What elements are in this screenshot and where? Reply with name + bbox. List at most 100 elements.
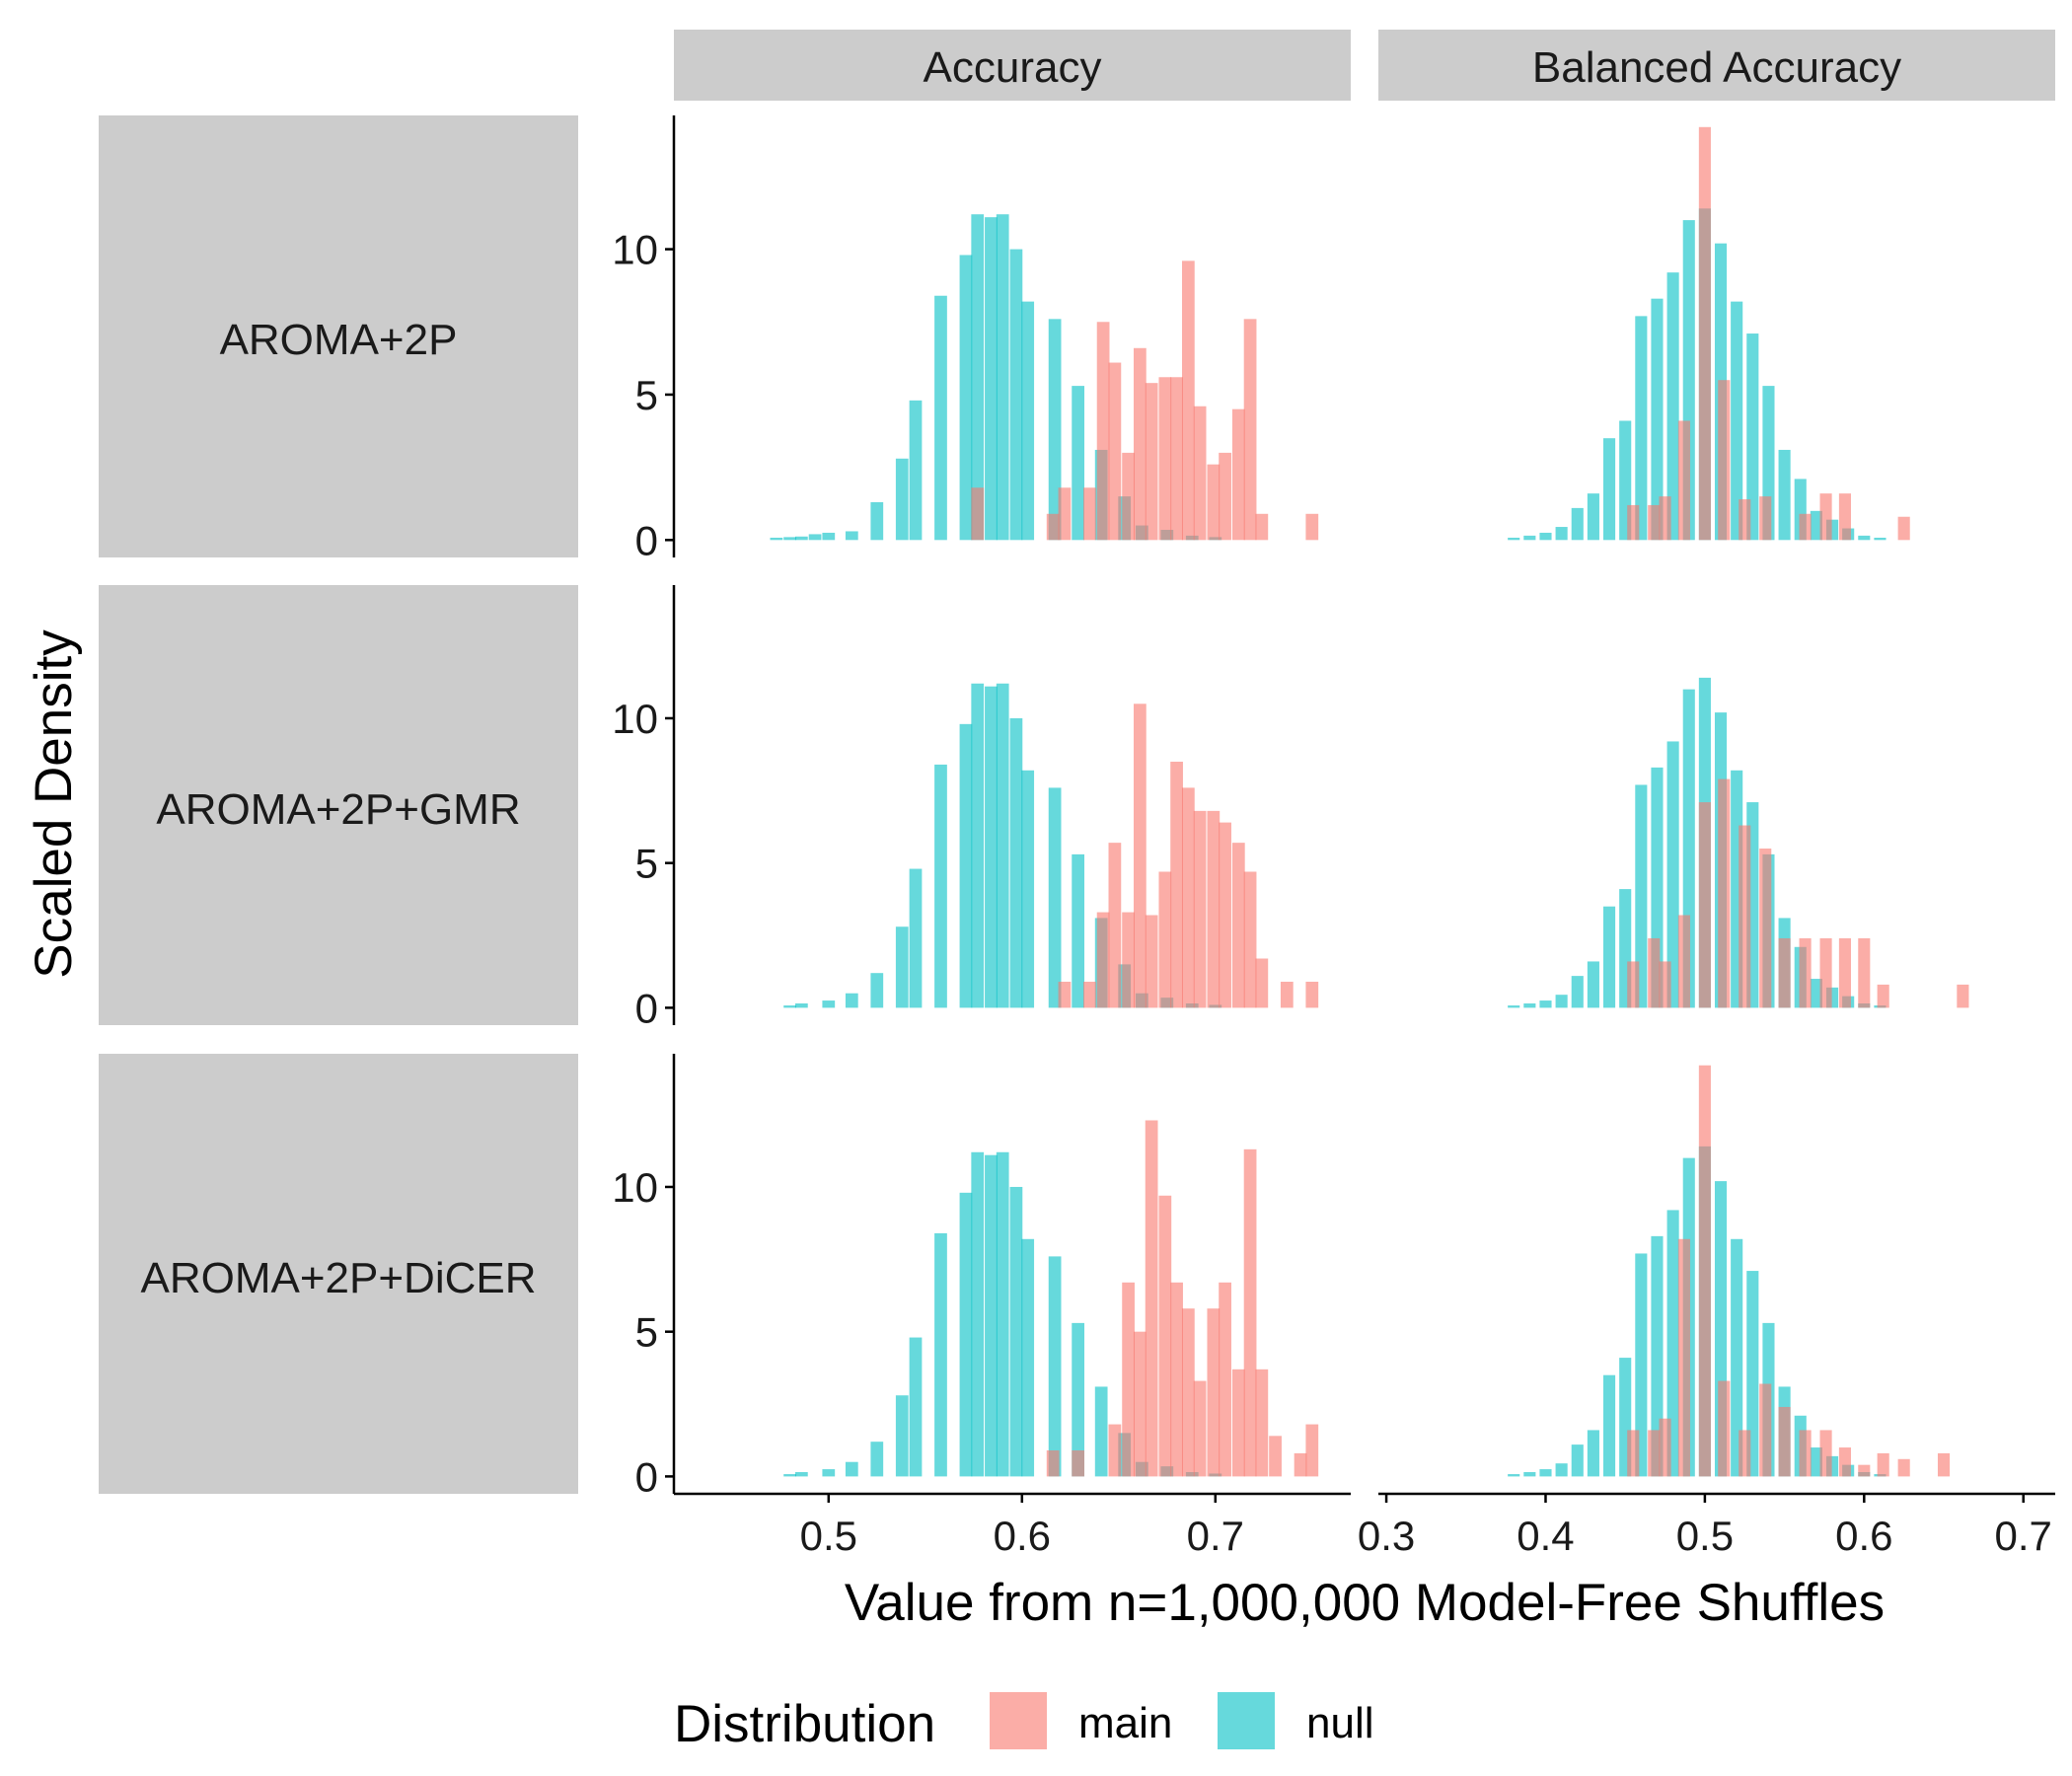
- bar-null-aroma-2p-accuracy-13: [996, 214, 1009, 541]
- bar-main-aroma-2p-gmr-accuracy-10: [1193, 810, 1207, 1008]
- bar-null-aroma-2p-dicer-balanced-accuracy-2: [1539, 1469, 1552, 1477]
- bar-main-aroma-2p-gmr-accuracy-1: [1083, 981, 1096, 1008]
- row-strip-aroma-2p-label: AROMA+2P: [220, 316, 458, 364]
- bar-null-aroma-2p-balanced-accuracy-6: [1602, 438, 1616, 541]
- bar-null-aroma-2p-accuracy-1: [783, 537, 796, 541]
- bar-null-aroma-2p-gmr-balanced-accuracy-8: [1635, 784, 1648, 1008]
- bar-main-aroma-2p-gmr-balanced-accuracy-7: [1759, 849, 1772, 1008]
- bar-null-aroma-2p-gmr-accuracy-14: [1048, 787, 1062, 1008]
- bar-null-aroma-2p-accuracy-8: [909, 400, 923, 541]
- bar-main-aroma-2p-gmr-accuracy-7: [1158, 871, 1172, 1008]
- bar-null-aroma-2p-gmr-balanced-accuracy-3: [1555, 995, 1568, 1008]
- bar-null-aroma-2p-dicer-balanced-accuracy-1: [1523, 1471, 1536, 1477]
- bar-null-aroma-2p-balanced-accuracy-0: [1508, 537, 1520, 541]
- legend-key-null: [1218, 1692, 1275, 1749]
- bar-main-aroma-2p-accuracy-12: [1193, 406, 1207, 541]
- bar-null-aroma-2p-dicer-accuracy-11: [996, 1151, 1009, 1477]
- bar-main-aroma-2p-dicer-accuracy-13: [1243, 1148, 1257, 1477]
- bar-main-aroma-2p-gmr-balanced-accuracy-4: [1698, 802, 1711, 1008]
- bar-null-aroma-2p-balanced-accuracy-10: [1666, 272, 1679, 541]
- x-tick-label-balanced-accuracy-3: 0.6: [1835, 1513, 1892, 1559]
- bar-null-aroma-2p-gmr-accuracy-11: [996, 683, 1009, 1008]
- bar-null-aroma-2p-balanced-accuracy-19: [1810, 510, 1822, 541]
- bar-main-aroma-2p-accuracy-15: [1231, 408, 1245, 541]
- bar-main-aroma-2p-dicer-balanced-accuracy-15: [1937, 1452, 1951, 1477]
- bar-main-aroma-2p-dicer-balanced-accuracy-7: [1759, 1383, 1772, 1477]
- row-strip-aroma-2p-dicer: [99, 1054, 578, 1494]
- bar-null-aroma-2p-balanced-accuracy-15: [1746, 333, 1759, 541]
- bar-null-aroma-2p-dicer-accuracy-1: [794, 1471, 808, 1477]
- bar-main-aroma-2p-dicer-accuracy-2: [1108, 1424, 1122, 1477]
- bar-main-aroma-2p-dicer-accuracy-17: [1305, 1424, 1319, 1477]
- x-tick-label-balanced-accuracy-0: 0.3: [1358, 1513, 1415, 1559]
- bar-null-aroma-2p-gmr-accuracy-4: [870, 973, 884, 1008]
- bar-main-aroma-2p-accuracy-13: [1207, 464, 1221, 541]
- bar-null-aroma-2p-accuracy-12: [985, 217, 998, 541]
- bar-null-aroma-2p-balanced-accuracy-22: [1858, 535, 1871, 541]
- bar-null-aroma-2p-gmr-balanced-accuracy-2: [1539, 1000, 1552, 1008]
- bar-null-aroma-2p-dicer-accuracy-9: [971, 1151, 985, 1477]
- bar-null-aroma-2p-gmr-balanced-accuracy-6: [1602, 906, 1616, 1008]
- bar-null-aroma-2p-dicer-accuracy-3: [845, 1461, 858, 1477]
- bar-main-aroma-2p-dicer-balanced-accuracy-14: [1897, 1458, 1910, 1477]
- bar-main-aroma-2p-dicer-balanced-accuracy-2: [1659, 1418, 1671, 1477]
- bar-main-aroma-2p-dicer-accuracy-9: [1193, 1380, 1207, 1477]
- bar-main-aroma-2p-accuracy-2: [1058, 487, 1072, 541]
- y-tick-label-aroma-2p-dicer-10: 10: [612, 1164, 658, 1211]
- bar-null-aroma-2p-gmr-accuracy-8: [959, 723, 973, 1008]
- bar-main-aroma-2p-accuracy-18: [1305, 513, 1319, 541]
- bar-main-aroma-2p-dicer-accuracy-16: [1294, 1452, 1307, 1477]
- bar-null-aroma-2p-dicer-accuracy-12: [1009, 1186, 1023, 1477]
- bar-null-aroma-2p-balanced-accuracy-9: [1651, 298, 1664, 541]
- bar-main-aroma-2p-dicer-accuracy-1: [1072, 1449, 1085, 1477]
- bar-main-aroma-2p-dicer-accuracy-15: [1269, 1436, 1282, 1477]
- bar-main-aroma-2p-gmr-accuracy-16: [1280, 981, 1294, 1008]
- bar-null-aroma-2p-dicer-balanced-accuracy-4: [1571, 1444, 1584, 1477]
- bar-main-aroma-2p-accuracy-16: [1243, 319, 1257, 541]
- bar-null-aroma-2p-gmr-balanced-accuracy-5: [1587, 961, 1599, 1008]
- bar-null-aroma-2p-gmr-accuracy-10: [985, 686, 998, 1008]
- bar-main-aroma-2p-balanced-accuracy-10: [1838, 493, 1851, 541]
- bar-main-aroma-2p-balanced-accuracy-3: [1677, 420, 1690, 541]
- bar-main-aroma-2p-accuracy-10: [1170, 377, 1183, 541]
- bar-null-aroma-2p-accuracy-10: [959, 255, 973, 541]
- bar-main-aroma-2p-dicer-accuracy-5: [1145, 1120, 1158, 1477]
- bar-main-aroma-2p-accuracy-6: [1122, 452, 1135, 541]
- bar-main-aroma-2p-dicer-balanced-accuracy-11: [1838, 1447, 1851, 1477]
- bar-main-aroma-2p-gmr-balanced-accuracy-5: [1718, 778, 1731, 1008]
- bar-main-aroma-2p-gmr-balanced-accuracy-2: [1659, 961, 1671, 1008]
- bar-main-aroma-2p-dicer-balanced-accuracy-8: [1778, 1406, 1791, 1477]
- bar-null-aroma-2p-dicer-accuracy-4: [870, 1442, 884, 1477]
- bar-null-aroma-2p-gmr-balanced-accuracy-4: [1571, 976, 1584, 1008]
- bar-null-aroma-2p-dicer-accuracy-13: [1021, 1238, 1035, 1477]
- legend-title: Distribution: [674, 1695, 935, 1753]
- bar-main-aroma-2p-accuracy-17: [1255, 513, 1269, 541]
- bar-main-aroma-2p-dicer-balanced-accuracy-10: [1819, 1430, 1832, 1477]
- column-strip-balanced-accuracy-label: Balanced Accuracy: [1532, 43, 1901, 92]
- bar-main-aroma-2p-gmr-accuracy-14: [1243, 871, 1257, 1008]
- column-strip-balanced-accuracy: [1378, 30, 2055, 101]
- bar-main-aroma-2p-gmr-balanced-accuracy-6: [1739, 825, 1751, 1008]
- bar-null-aroma-2p-dicer-accuracy-0: [783, 1474, 796, 1477]
- bar-main-aroma-2p-gmr-accuracy-2: [1096, 912, 1110, 1008]
- bar-main-aroma-2p-accuracy-9: [1158, 377, 1172, 541]
- bar-null-aroma-2p-dicer-accuracy-14: [1048, 1256, 1062, 1477]
- bar-main-aroma-2p-gmr-accuracy-0: [1058, 981, 1072, 1008]
- bar-null-aroma-2p-balanced-accuracy-23: [1874, 537, 1887, 541]
- bar-null-aroma-2p-balanced-accuracy-5: [1587, 493, 1599, 541]
- y-tick-label-aroma-2p-10: 10: [612, 227, 658, 273]
- bar-main-aroma-2p-dicer-balanced-accuracy-0: [1627, 1430, 1640, 1477]
- bar-main-aroma-2p-gmr-balanced-accuracy-14: [1957, 984, 1969, 1008]
- bar-null-aroma-2p-accuracy-3: [808, 534, 822, 541]
- bar-null-aroma-2p-accuracy-11: [971, 214, 985, 541]
- bar-main-aroma-2p-balanced-accuracy-5: [1718, 380, 1731, 541]
- bar-main-aroma-2p-gmr-accuracy-11: [1207, 810, 1221, 1008]
- bar-null-aroma-2p-balanced-accuracy-1: [1523, 535, 1536, 541]
- row-strip-aroma-2p-dicer-label: AROMA+2P+DiCER: [140, 1254, 536, 1302]
- bar-main-aroma-2p-balanced-accuracy-2: [1659, 496, 1671, 541]
- bar-main-aroma-2p-dicer-accuracy-4: [1133, 1331, 1147, 1477]
- y-tick-label-aroma-2p-0: 0: [635, 517, 658, 563]
- bar-null-aroma-2p-dicer-balanced-accuracy-3: [1555, 1463, 1568, 1477]
- bar-null-aroma-2p-gmr-accuracy-15: [1072, 853, 1085, 1008]
- bar-null-aroma-2p-gmr-balanced-accuracy-1: [1523, 1002, 1536, 1008]
